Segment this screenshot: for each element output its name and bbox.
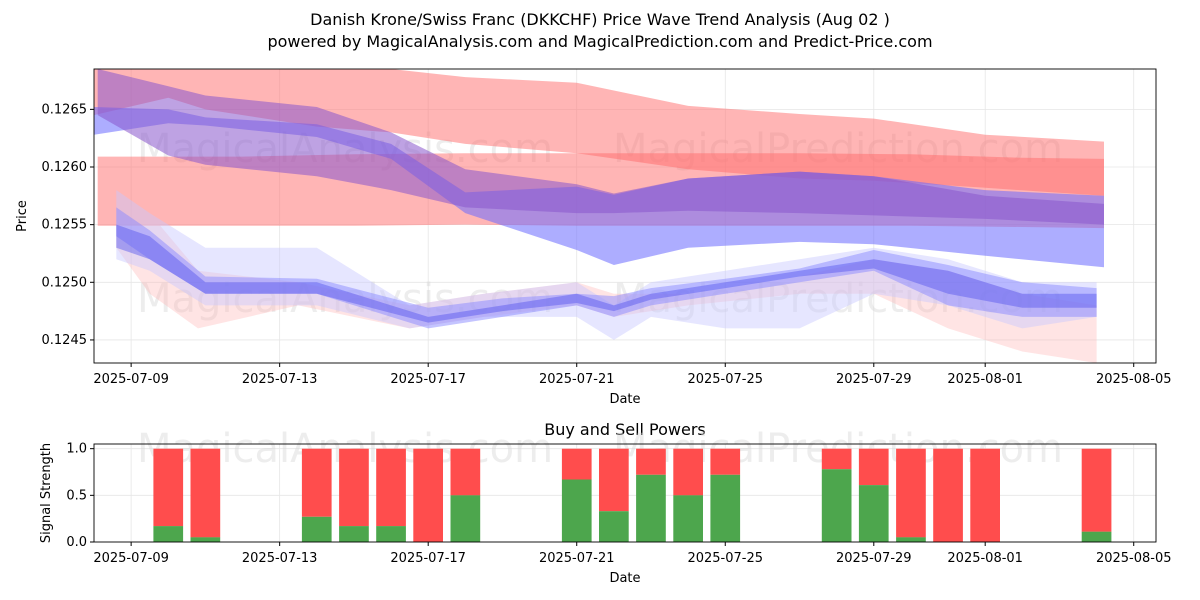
buy-bar-4 (376, 526, 406, 542)
wave-band-2 (116, 207, 1097, 329)
signal-x-tick-label-5: 2025-07-29 (836, 551, 912, 566)
sell-bar-11 (710, 448, 741, 475)
buy-bar-0 (153, 526, 184, 542)
price-y-tick-label-1: 0.1250 (42, 275, 88, 290)
buy-bar-6 (450, 495, 481, 542)
signal-x-tick-label-2: 2025-07-17 (390, 551, 466, 566)
price-y-tick-label-4: 0.1265 (42, 102, 88, 117)
signal-x-axis-label: Date (609, 571, 640, 586)
price-y-tick-label-0: 0.1245 (42, 333, 88, 348)
price-y-tick-label-3: 0.1260 (42, 160, 88, 175)
price-x-tick-label-1: 2025-07-13 (242, 372, 318, 387)
signal-y-tick-label-2: 1.0 (66, 442, 87, 457)
buy-bar-1 (190, 537, 221, 542)
sell-bar-16 (970, 448, 1000, 542)
buy-bar-14 (896, 537, 926, 542)
price-x-tick-label-3: 2025-07-21 (539, 372, 615, 387)
price-bands (94, 69, 1104, 363)
trend-band-2 (94, 107, 1104, 268)
signal-y-tick-label-0: 0.0 (66, 535, 87, 550)
signal-x-tick-label-6: 2025-08-01 (947, 551, 1023, 566)
price-x-tick-label-2: 2025-07-17 (390, 372, 466, 387)
signal-y-tick-label-1: 0.5 (66, 488, 87, 503)
buy-bar-7 (561, 479, 592, 542)
sell-bar-5 (413, 448, 443, 542)
signal-plot: Buy and Sell Powers MagicalAnalysis.com … (39, 420, 1172, 586)
signal-y-axis-label: Signal Strength (39, 443, 54, 543)
sell-bar-12 (821, 448, 852, 470)
price-plot: MagicalAnalysis.com MagicalPrediction.co… (15, 68, 1172, 407)
buy-bar-9 (636, 474, 666, 542)
signal-x-tick-label-1: 2025-07-13 (242, 551, 318, 566)
price-x-axis-label: Date (609, 392, 640, 407)
price-x-tick-label-7: 2025-08-05 (1096, 372, 1172, 387)
sell-bar-9 (636, 448, 666, 475)
wave-band-3 (116, 224, 1097, 323)
sell-bar-2 (301, 448, 332, 517)
buy-bar-10 (673, 495, 703, 542)
buy-bar-8 (599, 511, 629, 542)
price-x-tick-label-6: 2025-08-01 (947, 372, 1023, 387)
sell-bar-4 (376, 448, 406, 527)
price-y-axis-label: Price (15, 200, 30, 232)
sell-bar-13 (858, 448, 889, 486)
signal-bars (153, 448, 1112, 542)
signal-y-ticks: 0.0 0.5 1.0 (66, 442, 94, 550)
sell-bar-14 (896, 448, 926, 538)
buy-bar-12 (821, 469, 852, 542)
trend-band-3 (97, 69, 1104, 225)
buy-bar-11 (710, 474, 741, 542)
sell-bar-0 (153, 448, 184, 527)
signal-x-tick-label-4: 2025-07-25 (687, 551, 763, 566)
chart-title-line2: powered by MagicalAnalysis.com and Magic… (267, 32, 932, 51)
sell-bar-3 (339, 448, 369, 527)
buy-bar-3 (339, 526, 369, 542)
buy-bar-13 (858, 485, 889, 542)
sell-bar-17 (1081, 448, 1112, 532)
sell-bar-7 (561, 448, 592, 480)
signal-plot-frame (93, 443, 1157, 543)
signal-x-tick-label-0: 2025-07-09 (93, 551, 169, 566)
price-x-ticks: 2025-07-09 2025-07-13 2025-07-17 2025-07-21… (93, 363, 1172, 387)
price-x-tick-label-4: 2025-07-25 (687, 372, 763, 387)
chart-title-line1: Danish Krone/Swiss Franc (DKKCHF) Price … (310, 10, 890, 29)
sell-bar-6 (450, 448, 481, 496)
price-plot-frame (93, 68, 1157, 364)
signal-x-tick-label-7: 2025-08-05 (1096, 551, 1172, 566)
sell-bar-1 (190, 448, 221, 538)
signal-x-ticks: 2025-07-09 2025-07-13 2025-07-17 2025-07-21… (93, 542, 1172, 566)
sell-bar-10 (673, 448, 703, 496)
sell-bar-8 (599, 448, 629, 512)
signal-x-tick-label-3: 2025-07-21 (539, 551, 615, 566)
sell-bar-15 (933, 448, 963, 542)
price-x-tick-label-5: 2025-07-29 (836, 372, 912, 387)
signal-plot-title: Buy and Sell Powers (544, 420, 706, 439)
price-x-tick-label-0: 2025-07-09 (93, 372, 169, 387)
price-y-ticks: 0.1245 0.1250 0.1255 0.1260 0.1265 (42, 102, 94, 348)
buy-bar-17 (1081, 531, 1112, 542)
price-y-tick-label-2: 0.1255 (42, 218, 88, 233)
buy-bar-2 (301, 516, 332, 542)
